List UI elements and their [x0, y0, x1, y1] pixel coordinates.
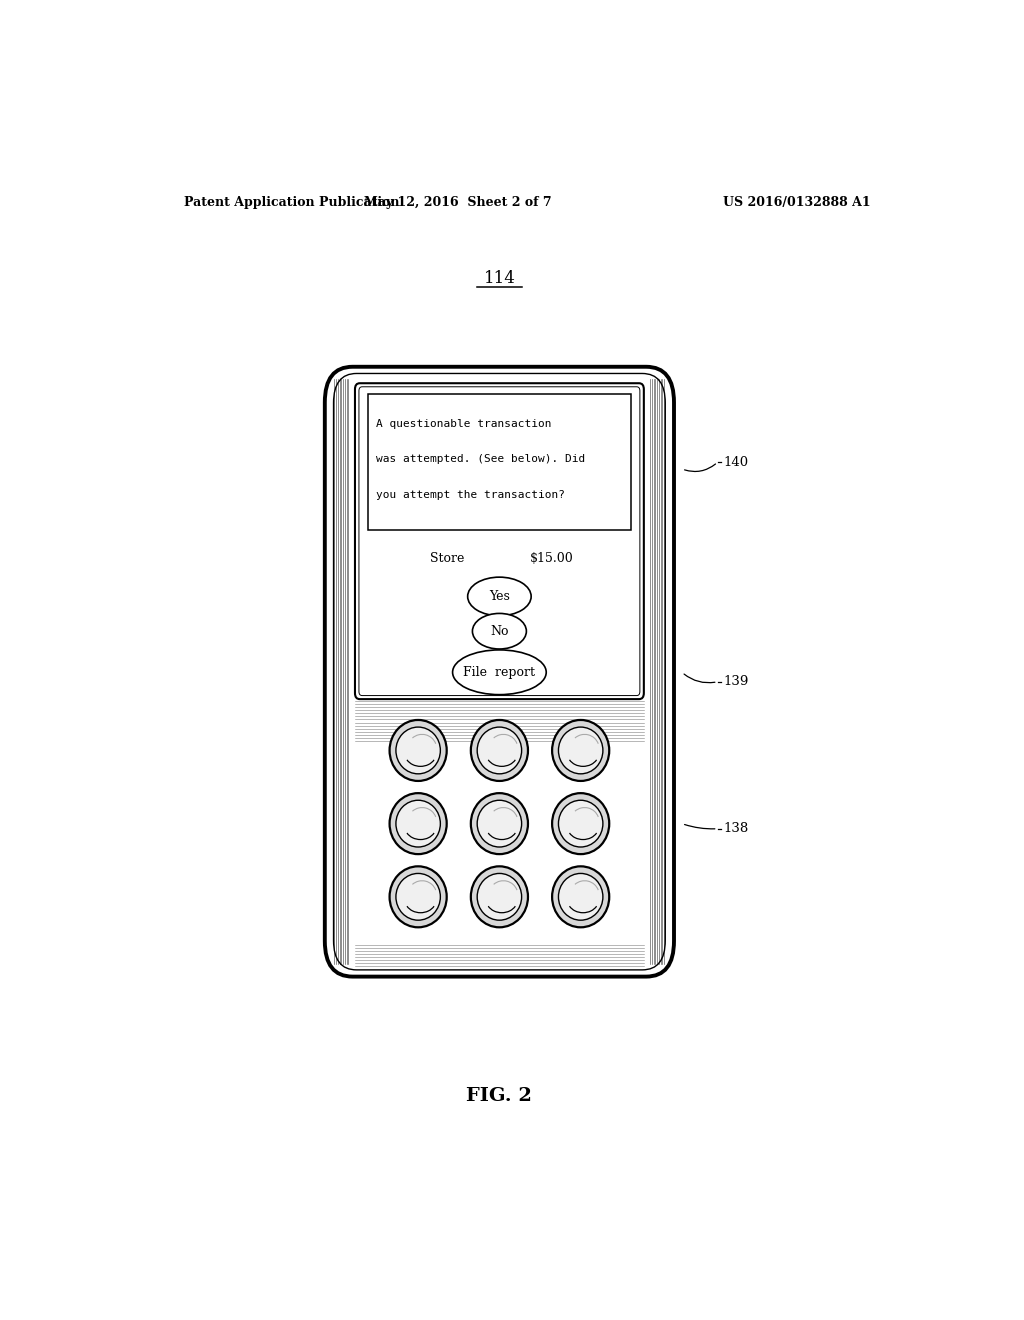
Text: 140: 140	[723, 455, 749, 469]
Ellipse shape	[558, 727, 603, 774]
Ellipse shape	[477, 874, 521, 920]
Text: File  report: File report	[464, 665, 536, 678]
Ellipse shape	[453, 649, 546, 694]
Ellipse shape	[477, 800, 521, 847]
Text: A questionable transaction: A questionable transaction	[376, 420, 551, 429]
Ellipse shape	[389, 719, 446, 781]
Text: Yes: Yes	[489, 590, 510, 603]
Ellipse shape	[472, 614, 526, 649]
Text: you attempt the transaction?: you attempt the transaction?	[376, 490, 564, 500]
Ellipse shape	[468, 577, 531, 615]
Text: Patent Application Publication: Patent Application Publication	[183, 195, 399, 209]
Text: 138: 138	[723, 822, 749, 836]
Ellipse shape	[477, 727, 521, 774]
Text: FIG. 2: FIG. 2	[467, 1086, 532, 1105]
Ellipse shape	[552, 719, 609, 781]
Text: No: No	[490, 624, 509, 638]
Ellipse shape	[389, 793, 446, 854]
Ellipse shape	[558, 874, 603, 920]
Ellipse shape	[396, 800, 440, 847]
Ellipse shape	[552, 793, 609, 854]
Text: 139: 139	[723, 676, 749, 688]
FancyBboxPatch shape	[325, 367, 674, 977]
Ellipse shape	[389, 866, 446, 928]
FancyBboxPatch shape	[355, 383, 644, 700]
Text: was attempted. (See below). Did: was attempted. (See below). Did	[376, 454, 585, 465]
Ellipse shape	[552, 866, 609, 928]
Ellipse shape	[471, 793, 528, 854]
Ellipse shape	[396, 727, 440, 774]
Text: $15.00: $15.00	[529, 552, 573, 565]
Ellipse shape	[396, 874, 440, 920]
FancyBboxPatch shape	[368, 395, 631, 531]
Ellipse shape	[558, 800, 603, 847]
Text: US 2016/0132888 A1: US 2016/0132888 A1	[723, 195, 870, 209]
Text: 114: 114	[483, 269, 515, 286]
Ellipse shape	[471, 719, 528, 781]
FancyBboxPatch shape	[359, 387, 640, 696]
Text: May 12, 2016  Sheet 2 of 7: May 12, 2016 Sheet 2 of 7	[364, 195, 551, 209]
Ellipse shape	[471, 866, 528, 928]
Text: Store: Store	[430, 552, 465, 565]
